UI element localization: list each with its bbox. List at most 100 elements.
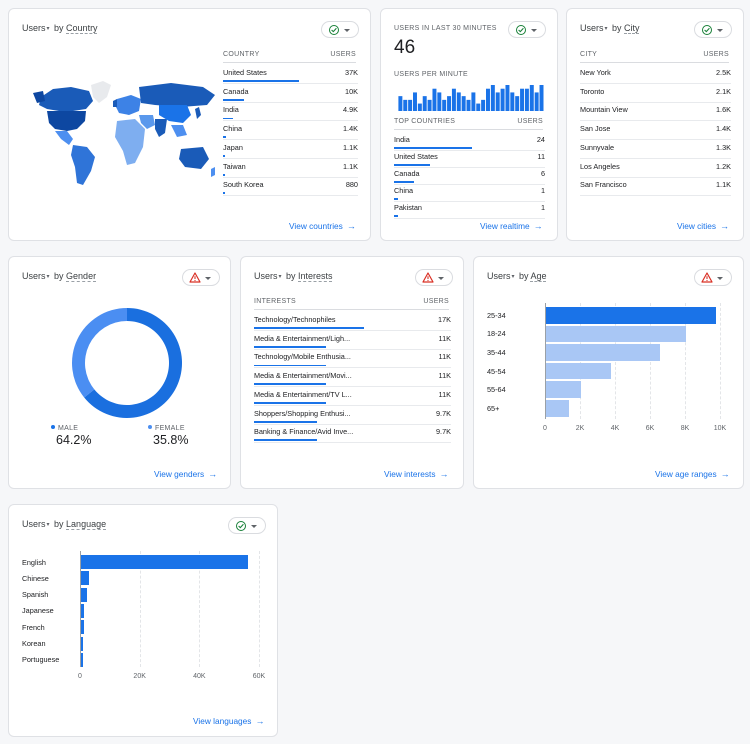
column-header-users[interactable]: USERS <box>330 51 356 58</box>
category-label: Portuguese <box>22 655 60 665</box>
table-row[interactable]: San Francisco 1.1K <box>580 177 731 197</box>
row-value: 880 <box>345 180 358 190</box>
table-row[interactable]: Sunnyvale 1.3K <box>580 140 731 159</box>
arrow-right-icon: → <box>346 221 356 231</box>
bar[interactable] <box>546 381 581 398</box>
table-row[interactable]: India 4.9K <box>223 102 358 122</box>
table-row[interactable]: South Korea 880 <box>223 177 358 197</box>
row-value: 2.1K <box>715 86 731 96</box>
metric-selector[interactable]: Users <box>22 23 46 33</box>
status-dropdown[interactable] <box>228 517 266 534</box>
table-row[interactable]: Banking & Finance/Avid Inve... 9.7K <box>254 424 451 444</box>
status-dropdown[interactable] <box>508 21 546 38</box>
table-row[interactable]: United States 11 <box>394 149 545 168</box>
table-row[interactable]: Pakistan 1 <box>394 200 545 219</box>
bar[interactable] <box>81 587 87 602</box>
card-title[interactable]: Users▾ by Country <box>22 23 98 33</box>
x-tick-label: 20K <box>133 673 146 680</box>
row-value: 11K <box>438 389 451 399</box>
spark-bar <box>417 103 422 111</box>
view-realtime-link[interactable]: View realtime → <box>480 221 543 231</box>
status-dropdown[interactable] <box>694 21 732 38</box>
column-header-users[interactable]: USERS <box>423 298 449 305</box>
bar[interactable] <box>81 620 84 635</box>
metric-selector[interactable]: Users <box>487 271 511 281</box>
dimension-selector[interactable]: City <box>624 23 640 33</box>
table-row[interactable]: Canada 10K <box>223 84 358 103</box>
table-row[interactable]: Taiwan 1.1K <box>223 159 358 178</box>
card-title[interactable]: Users▾ by Language <box>22 519 107 529</box>
column-header-interests[interactable]: INTERESTS <box>254 298 296 305</box>
view-genders-link[interactable]: View genders → <box>154 469 218 479</box>
category-label: 55-64 <box>487 385 506 395</box>
card-title[interactable]: Users▾ by Gender <box>22 271 97 281</box>
dimension-selector[interactable]: Country <box>66 23 98 33</box>
row-bar <box>254 402 326 404</box>
table-row[interactable]: Technology/Technophiles 17K <box>254 312 451 331</box>
bar[interactable] <box>546 400 569 417</box>
metric-selector[interactable]: Users <box>22 519 46 529</box>
table-row[interactable]: Los Angeles 1.2K <box>580 159 731 178</box>
table-row[interactable]: San Jose 1.4K <box>580 121 731 141</box>
bar[interactable] <box>546 307 716 324</box>
status-dropdown[interactable] <box>415 269 453 286</box>
dimension-selector[interactable]: Interests <box>298 271 333 281</box>
x-tick-label: 10K <box>713 425 727 432</box>
table-row[interactable]: Media & Entertainment/Movi... 11K <box>254 368 451 388</box>
status-dropdown[interactable] <box>694 269 732 286</box>
card-title[interactable]: Users▾ by Age <box>487 271 547 281</box>
bar[interactable] <box>81 555 249 569</box>
table-row[interactable]: Technology/Mobile Enthusia... 11K <box>254 349 451 369</box>
table-row[interactable]: Canada 6 <box>394 166 545 185</box>
view-countries-link[interactable]: View countries → <box>289 221 356 231</box>
spark-bar <box>505 85 510 111</box>
row-value: 1 <box>540 203 545 212</box>
column-header-top-countries[interactable]: TOP COUNTRIES <box>394 118 456 125</box>
column-header-users[interactable]: USERS <box>703 51 729 58</box>
view-age-ranges-link[interactable]: View age ranges → <box>655 469 730 479</box>
divider <box>254 309 449 310</box>
card-title[interactable]: Users▾ by Interests <box>254 271 333 281</box>
per-minute-label: USERS PER MINUTE <box>394 71 469 78</box>
table-row[interactable]: Toronto 2.1K <box>580 84 731 103</box>
row-bar <box>254 345 326 348</box>
dimension-selector[interactable]: Gender <box>66 271 97 281</box>
female-slice[interactable] <box>72 308 127 398</box>
view-cities-link[interactable]: View cities → <box>677 221 730 231</box>
table-row[interactable]: United States 37K <box>223 65 358 84</box>
metric-selector[interactable]: Users <box>254 271 278 281</box>
table-row[interactable]: India 24 <box>394 132 545 151</box>
bar[interactable] <box>81 603 85 618</box>
card-title[interactable]: Users▾ by City <box>580 23 640 33</box>
users-by-gender-card: Users▾ by Gender MALE 64.2% FEMALE 35.8%… <box>8 256 231 489</box>
bar[interactable] <box>546 344 660 361</box>
dimension-selector[interactable]: Age <box>530 271 547 281</box>
status-dropdown[interactable] <box>321 21 359 38</box>
row-label: New York <box>580 68 611 77</box>
row-value: 4.9K <box>342 105 358 115</box>
view-interests-link[interactable]: View interests → <box>384 469 449 479</box>
table-row[interactable]: Japan 1.1K <box>223 140 358 159</box>
metric-selector[interactable]: Users <box>22 271 46 281</box>
status-dropdown[interactable] <box>182 269 220 286</box>
table-row[interactable]: Media & Entertainment/TV L... 11K <box>254 387 451 406</box>
bar[interactable] <box>546 362 611 380</box>
bar[interactable] <box>81 571 89 586</box>
table-row[interactable]: New York 2.5K <box>580 65 731 84</box>
table-row[interactable]: Media & Entertainment/Ligh... 11K <box>254 331 451 350</box>
column-header-country[interactable]: COUNTRY <box>223 51 260 58</box>
bar[interactable] <box>546 325 686 343</box>
dimension-selector[interactable]: Language <box>66 519 107 529</box>
table-row[interactable]: China 1.4K <box>223 121 358 141</box>
view-languages-link[interactable]: View languages → <box>193 716 265 726</box>
table-row[interactable]: Shoppers/Shopping Enthusi... 9.7K <box>254 406 451 425</box>
metric-selector[interactable]: Users <box>580 23 604 33</box>
bar[interactable] <box>81 636 84 651</box>
bar[interactable] <box>81 652 83 667</box>
column-header-city[interactable]: CITY <box>580 51 598 58</box>
gridline <box>685 303 686 419</box>
column-header-users[interactable]: USERS <box>517 118 543 125</box>
table-row[interactable]: Mountain View 1.6K <box>580 102 731 122</box>
category-label: Korean <box>22 639 46 648</box>
table-row[interactable]: China 1 <box>394 183 545 202</box>
